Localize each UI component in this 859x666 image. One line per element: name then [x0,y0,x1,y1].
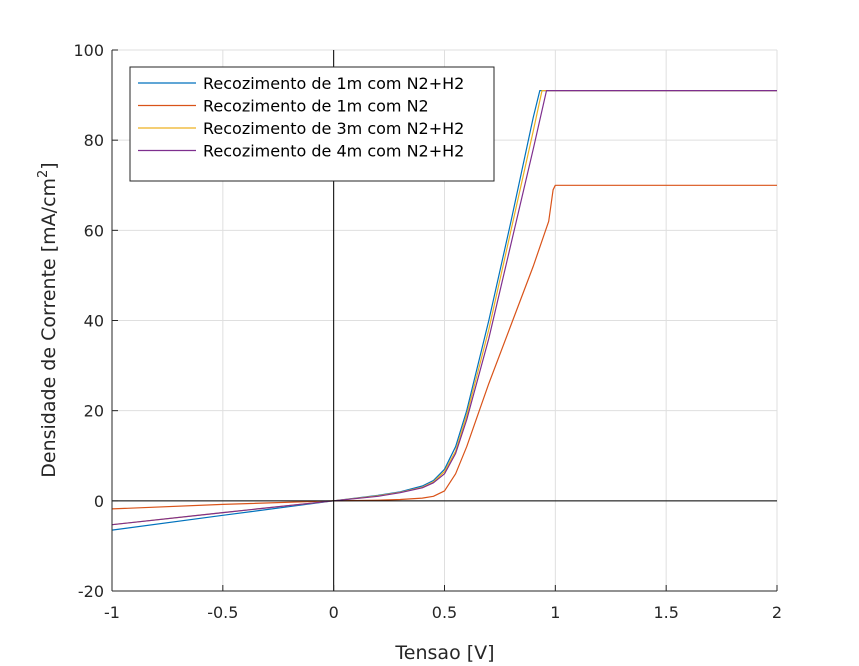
y-tick-label: 40 [84,312,104,331]
y-tick-label: 80 [84,131,104,150]
tick-labels: -1 -0.5 0 0.5 1 1.5 2 -20 0 20 40 60 80 100 [73,41,782,622]
legend-box [129,66,495,182]
x-tick-label: 1 [550,603,560,622]
legend-entry-1: Recozimento de 1m com N2+H2 [203,74,464,93]
y-tick-label: 60 [84,221,104,240]
series-line-4 [111,89,777,526]
x-tick-label: 0.5 [432,603,457,622]
x-tick-label: 1.5 [653,603,678,622]
y-axis-label-main: Densidade de Corrente [mA/cm [38,178,60,478]
legend-entry-3: Recozimento de 3m com N2+H2 [203,119,464,138]
y-axis-label-sup: 2 [36,170,51,178]
legend-entry-4: Recozimento de 4m com N2+H2 [203,142,464,161]
y-axis-label: Densidade de Corrente [mA/cm2] [36,162,60,477]
x-tick-label: -1 [104,603,120,622]
y-tick-label: 20 [84,402,104,421]
series-layer [111,89,777,531]
series-line-2 [111,184,777,510]
y-tick-label: 0 [94,492,104,511]
y-tick-label: -20 [78,582,104,601]
y-tick-label: 100 [73,41,104,60]
legend-entry-2: Recozimento de 1m com N2 [203,97,429,116]
x-tick-label: 2 [772,603,782,622]
x-tick-label: -0.5 [207,603,238,622]
legend: Recozimento de 1m com N2+H2 Recozimento d… [129,66,495,182]
y-axis-label-tail: ] [38,162,60,169]
x-axis-label: Tensao [V] [394,642,494,664]
x-tick-label: 0 [329,603,339,622]
axes [111,49,778,592]
